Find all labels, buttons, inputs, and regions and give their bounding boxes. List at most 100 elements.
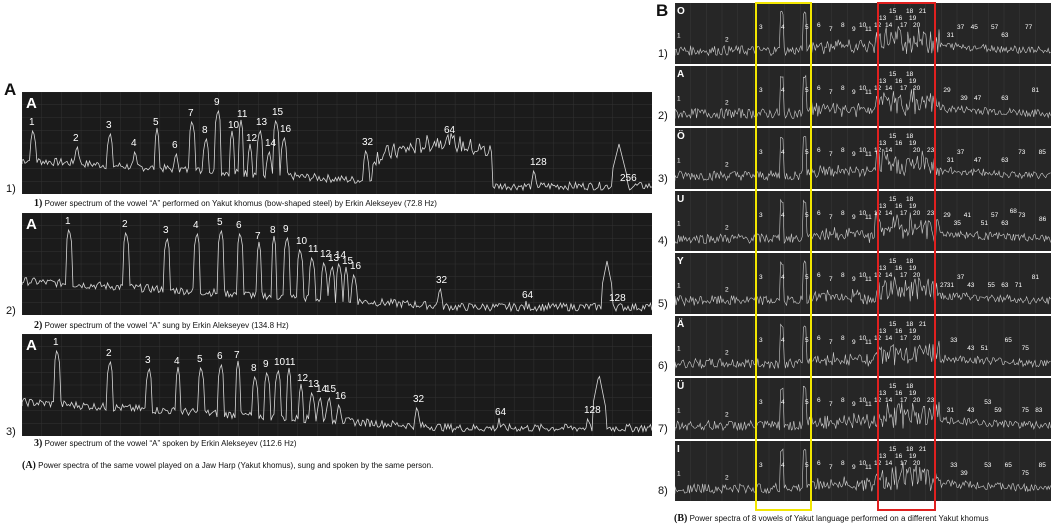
harmonic-label: 16: [350, 261, 362, 272]
harmonic-label: 1: [677, 408, 681, 415]
harmonic-label: 17: [900, 272, 908, 279]
harmonic-label: 2: [725, 37, 729, 44]
harmonic-label: 7: [829, 339, 833, 346]
harmonic-label: 63: [1001, 32, 1009, 39]
spectrum-line: [22, 228, 652, 313]
row-number: 8): [658, 485, 668, 497]
harmonic-label: 47: [974, 157, 982, 164]
harmonic-label: 39: [960, 470, 968, 477]
harmonic-label: 9: [852, 151, 856, 158]
harmonic-label: 45: [971, 24, 979, 31]
harmonic-label: 43: [967, 345, 975, 352]
harmonic-label: 12: [874, 85, 882, 92]
harmonic-label: 43: [967, 282, 975, 289]
harmonic-label: 17: [900, 335, 908, 342]
harmonic-label: 8: [202, 125, 208, 136]
harmonic-label: 1: [53, 337, 59, 348]
spectrum-spoken-a: A 1 2 3 4 5 6 7 8 9 10 11 12 13 14 15 16 32 64 128: [22, 334, 652, 436]
harmonic-label: 85: [1039, 149, 1047, 156]
harmonic-label: 3: [145, 355, 151, 366]
harmonic-label: 13: [879, 203, 887, 210]
harmonic-label: 4: [781, 149, 785, 156]
harmonic-label: 1: [677, 33, 681, 40]
harmonic-label: 3: [163, 225, 169, 236]
harmonic-label: 9: [852, 339, 856, 346]
harmonic-label: 81: [1032, 274, 1040, 281]
spectrum-line: [675, 385, 1051, 432]
harmonic-label: 13: [256, 117, 268, 128]
row-number: 1): [658, 47, 668, 60]
vowel-tag: Y: [677, 256, 684, 267]
spectrum-line: [675, 322, 1051, 369]
harmonic-label: 11: [865, 339, 872, 346]
harmonic-label: 17: [900, 397, 908, 404]
harmonic-label: 19: [909, 203, 917, 210]
harmonic-label: 14: [885, 210, 893, 217]
vowel-tag: I: [677, 444, 680, 455]
harmonic-label: 18: [906, 71, 914, 78]
harmonic-label: 18: [906, 258, 914, 265]
harmonic-label: 15: [889, 8, 897, 15]
harmonic-label: 31: [947, 407, 955, 414]
harmonic-label: 31: [947, 32, 955, 39]
harmonic-label: 10: [859, 210, 867, 217]
harmonic-label: 8: [841, 272, 845, 279]
harmonic-label: 5: [217, 217, 223, 228]
harmonic-label: 9: [852, 214, 856, 221]
harmonic-label: 9: [852, 89, 856, 96]
harmonic-label: 2: [725, 224, 729, 231]
harmonic-label: 64: [522, 290, 534, 301]
harmonic-label: 10: [859, 147, 867, 154]
harmonic-label: 5: [805, 24, 809, 31]
harmonic-label: 73: [1018, 149, 1026, 156]
harmonic-label: 37: [957, 149, 965, 156]
harmonic-label: 32: [413, 394, 425, 405]
harmonic-label: 6: [236, 220, 242, 231]
harmonic-label: 5: [805, 149, 809, 156]
spectrum-line: [22, 109, 652, 192]
harmonic-label: 37: [957, 24, 965, 31]
harmonic-label: 19: [909, 265, 917, 272]
harmonic-label: 19: [909, 328, 917, 335]
harmonic-label: 31: [947, 282, 955, 289]
harmonic-label: 32: [362, 137, 374, 148]
harmonic-label: 68: [1010, 208, 1018, 215]
harmonic-label: 3: [759, 337, 763, 344]
harmonic-label: 20: [913, 147, 921, 154]
harmonic-label: 18: [906, 321, 914, 328]
harmonic-label: 9: [852, 401, 856, 408]
harmonic-label: 13: [879, 390, 887, 397]
harmonic-label: 16: [895, 15, 903, 22]
harmonic-label: 15: [342, 256, 354, 267]
harmonic-label: 5: [805, 87, 809, 94]
panel-b-caption: (B) Power spectra of 8 vowels of Yakut l…: [674, 513, 989, 524]
harmonic-label: 11: [865, 401, 872, 408]
harmonic-label: 6: [817, 210, 821, 217]
harmonic-label: 5: [805, 337, 809, 344]
harmonic-label: 13: [879, 78, 887, 85]
harmonic-label: 5: [805, 399, 809, 406]
harmonic-label: 23: [927, 210, 935, 217]
row-number: 2): [6, 305, 16, 317]
vowel-tag: U: [677, 194, 684, 205]
harmonic-label: 18: [906, 196, 914, 203]
harmonic-label: 20: [913, 397, 921, 404]
harmonic-label: 16: [895, 140, 903, 147]
harmonic-label: 64: [495, 407, 507, 418]
harmonic-label: 2: [725, 99, 729, 106]
harmonic-label: 11: [865, 464, 872, 471]
harmonic-label: 8: [251, 363, 257, 374]
harmonic-label: 1: [29, 117, 35, 128]
harmonic-label: 1: [677, 283, 681, 290]
harmonic-label: 10: [859, 397, 867, 404]
row-number: 2): [658, 110, 668, 122]
harmonic-label: 20: [913, 22, 921, 29]
harmonic-label: 20: [913, 460, 921, 467]
harmonic-label: 14: [885, 460, 893, 467]
harmonic-label: 19: [909, 140, 917, 147]
harmonic-label: 1: [677, 345, 681, 352]
vowel-tag: A: [26, 337, 37, 354]
harmonic-label: 10: [296, 236, 308, 247]
harmonic-label: 43: [967, 407, 975, 414]
harmonic-label: 64: [444, 125, 456, 136]
